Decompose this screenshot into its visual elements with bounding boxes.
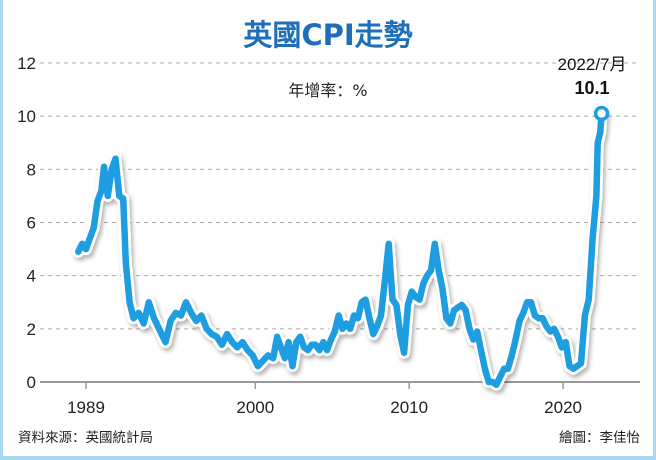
unit-label: 年增率：% (288, 81, 367, 100)
y-tick-label: 4 (27, 267, 36, 286)
y-tick-label: 12 (17, 54, 36, 73)
series-line-outline (72, 107, 608, 391)
x-axis: 1989 2000 2010 2020 (40, 381, 640, 417)
annotation-value: 10.1 (574, 78, 609, 98)
credit-note: 繪圖：李佳怡 (559, 429, 640, 446)
cpi-series (72, 105, 610, 391)
x-tick-label: 1989 (67, 398, 105, 417)
y-tick-label: 10 (17, 107, 36, 126)
y-axis: 0 2 4 6 8 10 12 (17, 54, 36, 392)
y-tick-label: 2 (27, 320, 36, 339)
y-tick-label: 8 (27, 160, 36, 179)
annotation-date: 2022/7月 (558, 55, 627, 74)
y-tick-label: 6 (27, 214, 36, 233)
series-line (75, 110, 605, 388)
chart-title: 英國CPI走勢 (243, 18, 412, 52)
x-tick-label: 2010 (390, 398, 428, 417)
endpoint-marker (593, 105, 610, 122)
x-tick-label: 2000 (236, 398, 274, 417)
y-tick-label: 0 (27, 373, 36, 392)
x-tick-label: 2020 (544, 398, 582, 417)
gridlines (40, 62, 640, 330)
source-note: 資料來源：英國統計局 (18, 429, 153, 446)
